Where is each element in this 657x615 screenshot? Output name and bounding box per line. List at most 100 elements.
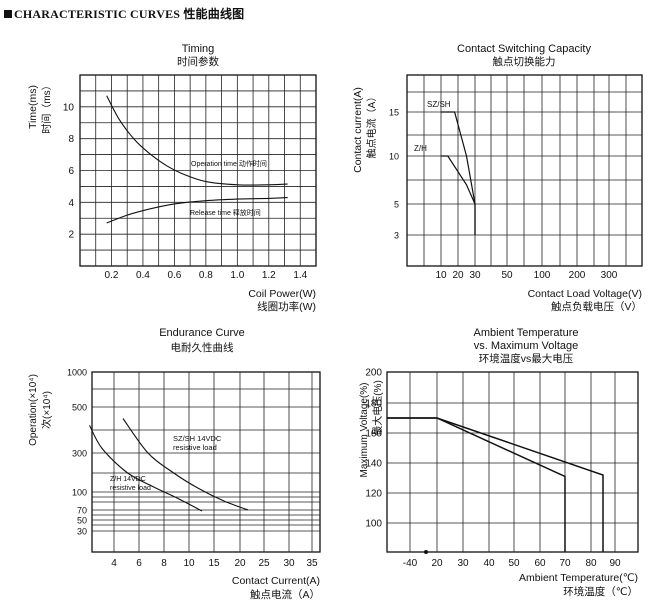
x-tick-label: 60 bbox=[534, 558, 546, 569]
x-tick-label: 20 bbox=[234, 558, 246, 569]
y-tick-label: 50 bbox=[77, 516, 87, 526]
y-tick-label: 140 bbox=[365, 459, 382, 470]
x-tick-label: 0.8 bbox=[199, 270, 213, 281]
x-axis-label: Coil Power(W) bbox=[248, 288, 316, 300]
x-tick-label: 30 bbox=[283, 558, 295, 569]
x-tick-label: 8 bbox=[161, 558, 167, 569]
x-tick-label: 40 bbox=[483, 558, 495, 569]
x-tick-label: 6 bbox=[136, 558, 142, 569]
sz-sh-endurance-curve bbox=[122, 418, 249, 511]
x-axis-label: Contact Current(A) bbox=[232, 575, 320, 587]
x-tick-label: 30 bbox=[469, 270, 481, 281]
x-tick-label: 50 bbox=[508, 558, 520, 569]
x-tick-label: 300 bbox=[601, 270, 618, 281]
chart-title: Contact Switching Capacity bbox=[457, 43, 591, 55]
x-axis-label-cn: 触点负载电压（V） bbox=[551, 300, 642, 313]
y-tick-label: 5 bbox=[394, 200, 399, 210]
chart-title: Endurance Curve bbox=[159, 327, 245, 339]
chart-title: Ambient Temperature bbox=[474, 327, 579, 339]
page-heading: CHARACTERISTIC CURVES 性能曲线图 bbox=[4, 5, 244, 22]
axis-origin-dot bbox=[424, 550, 428, 554]
x-tick-label: 1.4 bbox=[293, 270, 307, 281]
x-tick-label: 25 bbox=[258, 558, 270, 569]
x-tick-label: 30 bbox=[457, 558, 469, 569]
series-label-z-h: Z/H bbox=[414, 144, 427, 153]
square-bullet-icon bbox=[4, 10, 12, 18]
release-time-curve bbox=[106, 197, 288, 224]
z-h-endurance-curve bbox=[89, 425, 203, 512]
chart-title-cn: 时间参数 bbox=[177, 55, 219, 68]
annotation-z-h-14vdc: Z/H 14VDC bbox=[110, 476, 146, 483]
x-tick-label: 0.6 bbox=[167, 270, 181, 281]
y-axis-label-cn: 触点电流（A） bbox=[365, 92, 378, 159]
y-tick-label: 100 bbox=[72, 488, 87, 498]
plot-frame bbox=[406, 74, 643, 267]
y-tick-label: 300 bbox=[72, 449, 87, 459]
y-tick-label: 15 bbox=[389, 108, 399, 118]
y-axis-label: Maximum Voltage(%) bbox=[359, 382, 370, 477]
x-tick-label: 80 bbox=[585, 558, 597, 569]
chart-title-cn: 触点切换能力 bbox=[493, 55, 556, 68]
x-tick-label: 1.2 bbox=[262, 270, 276, 281]
x-tick-label: 20 bbox=[431, 558, 443, 569]
x-tick-label: 200 bbox=[569, 270, 586, 281]
x-tick-label: 0.4 bbox=[136, 270, 150, 281]
page-heading-text: CHARACTERISTIC CURVES 性能曲线图 bbox=[14, 7, 245, 21]
series-label-release-time: Release time 释放时间 bbox=[190, 208, 261, 217]
z-h-capacity-line bbox=[441, 155, 476, 235]
y-tick-label: 3 bbox=[394, 231, 399, 241]
y-tick-label: 70 bbox=[77, 506, 87, 516]
y-tick-label: 10 bbox=[389, 152, 399, 162]
series-label-operation-time: Operation time 动作时间 bbox=[191, 159, 267, 168]
max-voltage-line-lower bbox=[387, 417, 566, 552]
y-tick-label: 10 bbox=[63, 102, 75, 113]
x-tick-label: 100 bbox=[534, 270, 551, 281]
x-tick-label: 4 bbox=[111, 558, 117, 569]
annotation-sz-sh-14vdc: SZ/SH 14VDC bbox=[173, 434, 222, 443]
max-voltage-line-upper bbox=[387, 417, 604, 552]
x-axis-label-cn: 线圈功率(W) bbox=[257, 300, 316, 313]
y-axis-label-cn: 最大电压(%) bbox=[371, 380, 384, 436]
x-tick-label: 15 bbox=[208, 558, 220, 569]
x-tick-label: 90 bbox=[609, 558, 621, 569]
y-tick-label: 100 bbox=[365, 519, 382, 530]
x-tick-label: 35 bbox=[306, 558, 318, 569]
y-tick-label: 500 bbox=[72, 403, 87, 413]
plot-frame bbox=[386, 371, 639, 553]
x-tick-label: 10 bbox=[435, 270, 447, 281]
y-axis-label: Contact current(A) bbox=[352, 87, 364, 173]
y-axis-label: Time(ms) bbox=[27, 85, 39, 129]
y-axis-label: Operation(×10⁴) bbox=[28, 374, 39, 446]
y-tick-label: 160 bbox=[365, 429, 382, 440]
operation-time-curve bbox=[106, 95, 288, 186]
y-axis-label-cn: 时间（ms） bbox=[40, 80, 53, 133]
x-axis-label: Contact Load Voltage(V) bbox=[528, 288, 642, 300]
series-label-sz-sh: SZ/SH bbox=[427, 100, 451, 109]
x-axis-label: Ambient Temperature(℃) bbox=[519, 572, 638, 584]
annotation-z-h-resistive-load: resistive load bbox=[110, 485, 151, 492]
annotation-sz-sh-resistive-load: resistive load bbox=[173, 443, 217, 452]
y-tick-label: 4 bbox=[68, 198, 74, 209]
y-axis-label-cn: 次(×10⁴) bbox=[40, 391, 53, 429]
x-tick-label: 70 bbox=[559, 558, 571, 569]
y-tick-label: 30 bbox=[77, 527, 87, 537]
y-tick-label: 6 bbox=[68, 166, 74, 177]
x-tick-label: 20 bbox=[452, 270, 464, 281]
y-tick-label: 200 bbox=[365, 368, 382, 379]
chart-title-cn: 环境温度vs最大电压 bbox=[479, 352, 574, 365]
x-tick-label: 10 bbox=[183, 558, 195, 569]
plot-frame bbox=[91, 371, 321, 553]
y-tick-label: 2 bbox=[68, 230, 74, 241]
chart-title-line2: vs. Maximum Voltage bbox=[474, 340, 579, 352]
chart-title-cn: 电耐久性曲线 bbox=[171, 341, 234, 354]
chart-title: Timing bbox=[182, 43, 215, 55]
x-tick-label: 50 bbox=[501, 270, 513, 281]
x-axis-label-cn: 环境温度（℃） bbox=[563, 585, 638, 598]
y-tick-label: 8 bbox=[68, 134, 74, 145]
x-axis-label-cn: 触点电流（A） bbox=[250, 588, 320, 601]
